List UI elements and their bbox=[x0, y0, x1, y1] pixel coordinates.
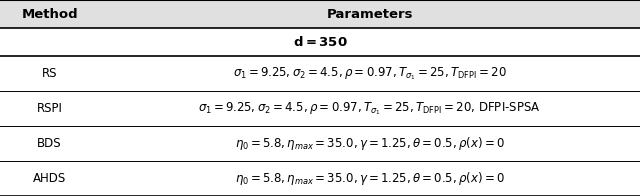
Text: $\sigma_1 = 9.25, \sigma_2 = 4.5, \rho = 0.97, T_{\sigma_1} = 25, T_{\mathrm{DFP: $\sigma_1 = 9.25, \sigma_2 = 4.5, \rho =… bbox=[198, 100, 541, 117]
Text: RSPI: RSPI bbox=[36, 102, 63, 115]
Text: $\eta_0 = 5.8, \eta_{max} = 35.0, \gamma = 1.25, \theta = 0.5, \rho(x) = 0$: $\eta_0 = 5.8, \eta_{max} = 35.0, \gamma… bbox=[235, 135, 504, 152]
Text: Parameters: Parameters bbox=[326, 7, 413, 21]
Bar bbox=[0, 0, 640, 28]
Text: BDS: BDS bbox=[37, 137, 62, 150]
Text: $\eta_0 = 5.8, \eta_{max} = 35.0, \gamma = 1.25, \theta = 0.5, \rho(x) = 0$: $\eta_0 = 5.8, \eta_{max} = 35.0, \gamma… bbox=[235, 170, 504, 187]
Text: Method: Method bbox=[21, 7, 78, 21]
Text: $\sigma_1 = 9.25, \sigma_2 = 4.5, \rho = 0.97, T_{\sigma_1} = 25, T_{\mathrm{DFP: $\sigma_1 = 9.25, \sigma_2 = 4.5, \rho =… bbox=[233, 65, 506, 82]
Text: AHDS: AHDS bbox=[33, 172, 66, 185]
Text: $\mathbf{d = 350}$: $\mathbf{d = 350}$ bbox=[292, 35, 348, 49]
Text: RS: RS bbox=[42, 67, 58, 80]
